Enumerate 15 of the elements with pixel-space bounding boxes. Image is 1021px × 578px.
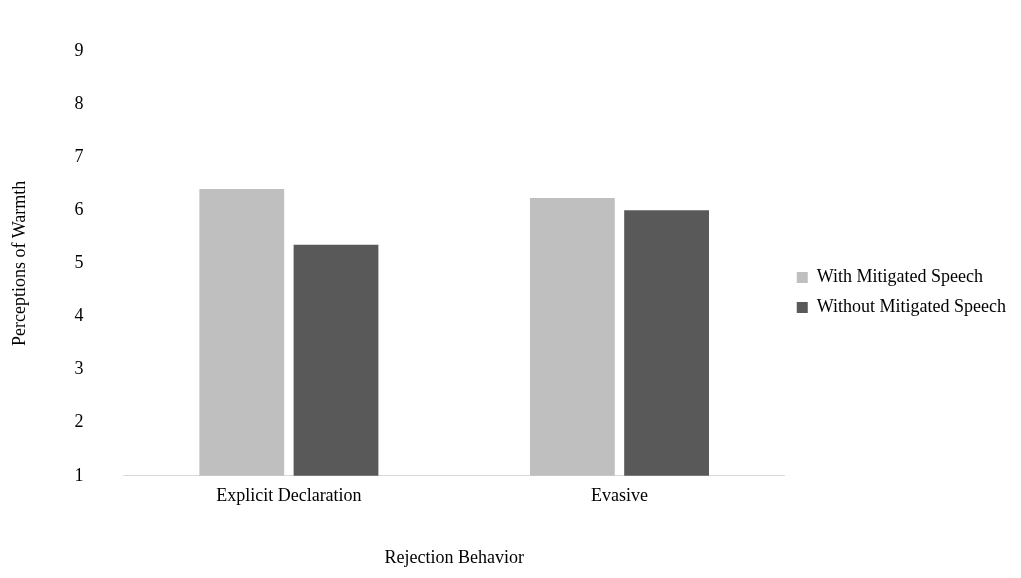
x-tick-label: Explicit Declaration bbox=[216, 485, 362, 506]
y-tick-label: 3 bbox=[74, 358, 84, 379]
y-tick-label: 9 bbox=[74, 39, 84, 60]
legend-label: With Mitigated Speech bbox=[816, 266, 984, 287]
y-tick-label: 5 bbox=[74, 252, 84, 273]
y-tick-label: 2 bbox=[74, 411, 84, 432]
y-tick-label: 1 bbox=[74, 464, 84, 485]
x-axis-title: Rejection Behavior bbox=[384, 546, 524, 567]
y-axis-title: Perceptions of Warmth bbox=[8, 180, 29, 346]
y-tick-label: 6 bbox=[74, 198, 84, 219]
legend-label: Without Mitigated Speech bbox=[816, 296, 1007, 317]
y-tick-label: 8 bbox=[74, 92, 84, 113]
y-tick-label: 4 bbox=[74, 305, 84, 326]
x-tick-label: Evasive bbox=[590, 485, 648, 506]
y-tick-label: 7 bbox=[74, 145, 84, 166]
